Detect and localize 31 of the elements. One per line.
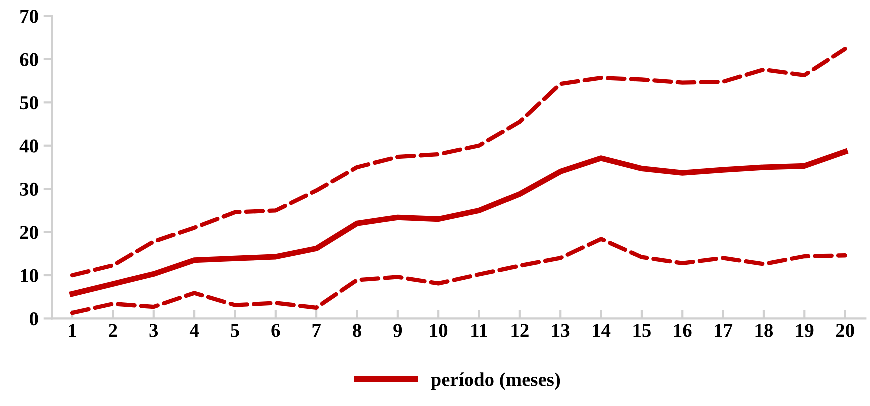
x-tick-label: 2 bbox=[109, 324, 118, 338]
x-tick-label: 20 bbox=[836, 324, 854, 338]
x-tick-label: 10 bbox=[430, 324, 448, 338]
y-tick-label: 20 bbox=[20, 226, 38, 240]
x-tick-label: 13 bbox=[552, 324, 570, 338]
x-tick-label: 9 bbox=[394, 324, 402, 338]
x-tick-label: 19 bbox=[796, 324, 814, 338]
x-tick-label: 12 bbox=[512, 324, 529, 338]
y-tick-label: 70 bbox=[20, 10, 38, 24]
x-tick-label: 6 bbox=[272, 324, 280, 338]
legend-label: período (meses) bbox=[431, 372, 560, 390]
x-tick-label: 4 bbox=[190, 324, 200, 338]
x-tick-label: 17 bbox=[715, 324, 733, 338]
x-tick-label: 8 bbox=[353, 324, 362, 338]
y-tick-label: 10 bbox=[21, 269, 38, 282]
x-tick-label: 14 bbox=[593, 324, 611, 338]
y-tick-label: 30 bbox=[20, 182, 38, 196]
x-tick-label: 11 bbox=[472, 324, 488, 338]
x-tick-label: 16 bbox=[674, 324, 692, 338]
line-series bbox=[70, 237, 848, 316]
x-tick-label: 7 bbox=[312, 324, 321, 338]
x-tick-label: 15 bbox=[634, 324, 651, 338]
x-tick-label: 3 bbox=[150, 324, 158, 338]
y-tick-label: 0 bbox=[30, 312, 38, 326]
y-tick-label: 40 bbox=[20, 140, 38, 153]
x-tick-label: 18 bbox=[756, 324, 774, 338]
y-tick-label: 60 bbox=[20, 53, 38, 66]
y-tick-label: 50 bbox=[20, 96, 38, 110]
x-tick-label: 1 bbox=[69, 324, 76, 338]
x-tick-label: 5 bbox=[231, 324, 240, 338]
line-series bbox=[70, 46, 848, 278]
